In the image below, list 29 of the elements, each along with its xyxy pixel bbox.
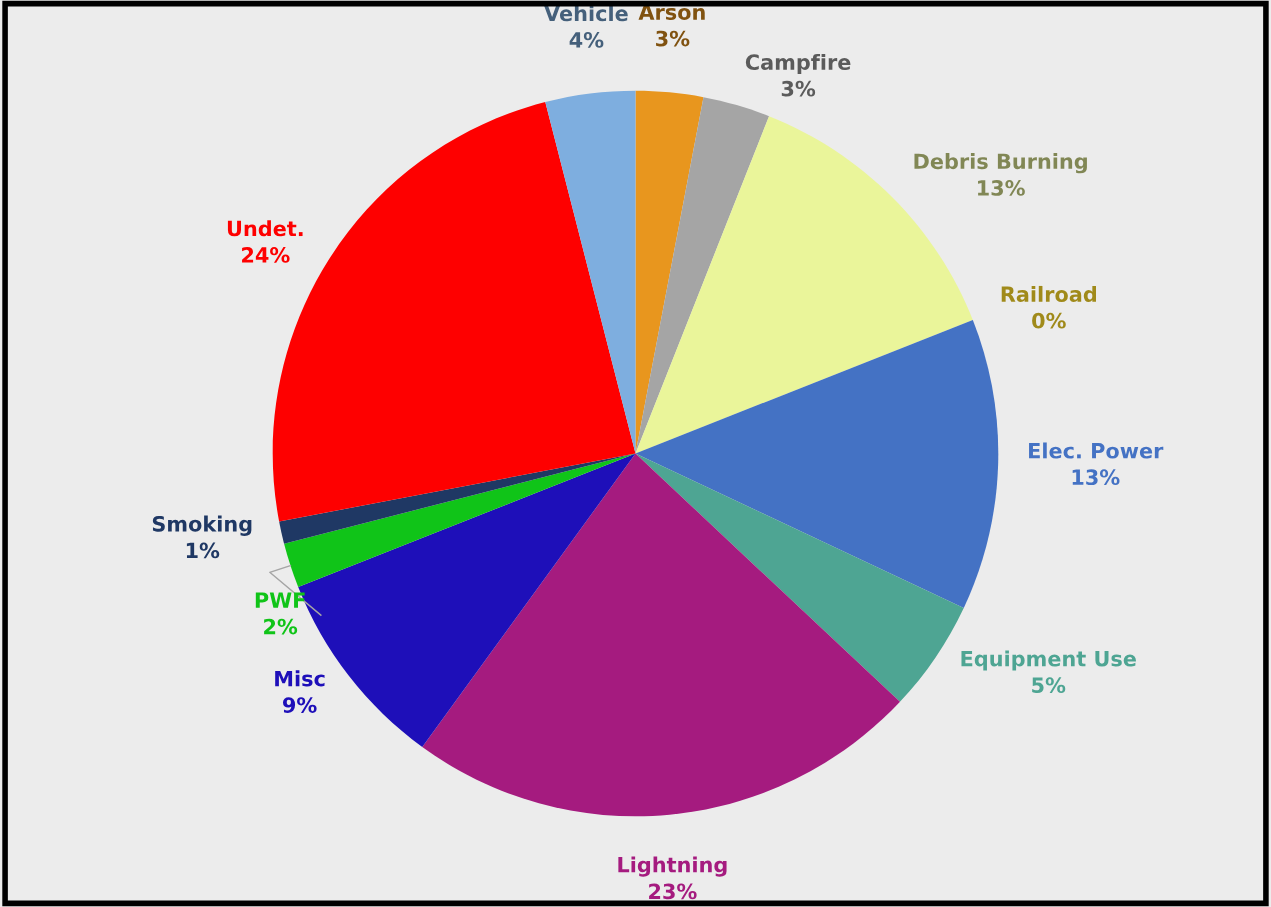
slice-label: Debris Burning	[914, 153, 1087, 174]
pie-slice	[635, 97, 770, 454]
data-label: 23%	[649, 883, 697, 900]
category-label: Railroad	[1001, 285, 1096, 303]
data-label: 2%	[264, 618, 298, 635]
data-label: 9%	[282, 697, 317, 713]
slice-label: Equipment Use	[961, 650, 1136, 671]
data-label: 13%	[978, 180, 1025, 196]
slice-label: Smoking	[152, 515, 252, 536]
slice-label: Undet.	[227, 220, 303, 237]
slice-label: Elec. Power	[1029, 442, 1164, 459]
pie-slice	[635, 319, 999, 608]
text: 0%	[1032, 312, 1066, 329]
data-label: 24%	[242, 247, 290, 263]
data-label: 3%	[656, 30, 690, 47]
slice-label: Campfire	[745, 53, 851, 75]
slice-label: Vehicle	[544, 5, 628, 22]
pie-slice	[545, 90, 636, 454]
data-label: 13%	[1072, 469, 1120, 486]
data-label: 3%	[781, 80, 816, 97]
data-label: 4%	[569, 32, 604, 48]
slice-label: Lightning	[618, 856, 727, 877]
pie-slice	[284, 453, 636, 588]
data-label: 1%	[186, 542, 220, 559]
pie-slice	[422, 453, 900, 817]
slice-label: PWF	[255, 592, 305, 608]
slice-label: Misc	[275, 670, 325, 687]
data-label: 5%	[1032, 677, 1066, 694]
slice-label: Arson	[638, 4, 705, 20]
